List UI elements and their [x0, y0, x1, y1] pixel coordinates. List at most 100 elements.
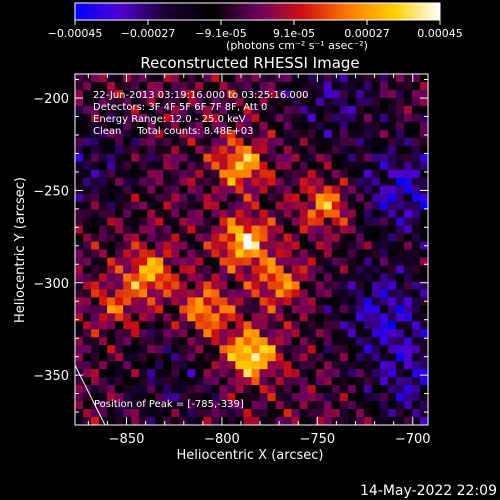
heatmap-cell [275, 89, 285, 99]
heatmap-cell [99, 345, 108, 354]
heatmap-cell [387, 137, 397, 147]
heatmap-cell [235, 353, 245, 362]
heatmap-cell [291, 377, 301, 386]
heatmap-cell [187, 393, 196, 402]
heatmap-cell [139, 201, 148, 211]
heatmap-cell [395, 329, 405, 338]
heatmap-cell [411, 177, 421, 187]
heatmap-cell [243, 209, 253, 219]
heatmap-cell [291, 353, 301, 362]
heatmap-cell [147, 249, 156, 259]
heatmap-cell [379, 145, 389, 155]
heatmap-cell [307, 97, 317, 107]
heatmap-cell [403, 137, 413, 147]
heatmap-cell [99, 353, 108, 362]
heatmap-cell [259, 153, 269, 163]
heatmap-cell [227, 233, 237, 243]
heatmap-cell [251, 161, 261, 171]
heatmap-cell [387, 313, 397, 322]
heatmap-cell [227, 105, 237, 115]
y-axis-label: Heliocentric Y (arcsec) [13, 177, 28, 323]
heatmap-cell [363, 337, 373, 346]
heatmap-cell [395, 409, 405, 418]
heatmap-cell [259, 113, 269, 123]
heatmap-cell [219, 361, 229, 370]
heatmap-cell [219, 329, 229, 338]
heatmap-cell [99, 97, 108, 107]
heatmap-cell [155, 81, 164, 91]
heatmap-cell [395, 417, 405, 425]
heatmap-cell [379, 241, 389, 251]
heatmap-cell [339, 393, 349, 402]
heatmap-cell [99, 321, 108, 330]
heatmap-cell [307, 385, 317, 394]
heatmap-cell [219, 161, 229, 171]
heatmap-cell [179, 97, 188, 107]
heatmap-cell [91, 169, 100, 179]
heatmap-cell [355, 417, 365, 425]
heatmap-cell [139, 113, 148, 123]
heatmap-cell [179, 385, 188, 394]
heatmap-cell [227, 249, 237, 259]
heatmap-cell [347, 385, 357, 394]
heatmap-cell [411, 265, 421, 275]
heatmap-cell [195, 177, 204, 187]
heatmap-cell [259, 257, 269, 267]
heatmap-cell [251, 137, 261, 147]
heatmap-cell [315, 273, 325, 283]
heatmap-cell [395, 169, 405, 179]
heatmap-cell [363, 201, 373, 211]
heatmap-cell [315, 209, 325, 219]
heatmap-cell [363, 329, 373, 338]
heatmap-cell [339, 321, 349, 330]
heatmap-cell [315, 185, 325, 195]
heatmap-cell [251, 241, 261, 251]
heatmap-cell [171, 329, 180, 338]
heatmap-cell [259, 265, 269, 275]
heatmap-cell [107, 417, 116, 425]
heatmap-cell [187, 401, 196, 410]
heatmap-cell [219, 257, 229, 267]
heatmap-cell [363, 257, 373, 267]
heatmap-cell [323, 329, 333, 338]
heatmap-cell [395, 201, 405, 211]
heatmap-cell [75, 257, 84, 267]
heatmap-cell [307, 281, 317, 290]
heatmap-cell [75, 337, 84, 346]
heatmap-cell [259, 185, 269, 195]
heatmap-cell [331, 353, 341, 362]
heatmap-cell [131, 121, 140, 131]
heatmap-cell [371, 297, 381, 306]
heatmap-cell [419, 137, 428, 147]
heatmap-cell [307, 305, 317, 314]
heatmap-cell [339, 361, 349, 370]
heatmap-cell [235, 409, 245, 418]
heatmap-cell [267, 361, 277, 370]
heatmap-cell [211, 153, 221, 163]
heatmap-cell [187, 177, 196, 187]
annotation-time-range: 22-Jun-2013 03:19:16.000 to 03:25:16.000 [93, 90, 309, 101]
heatmap-cell [179, 401, 188, 410]
heatmap-cell [155, 401, 164, 410]
heatmap-cell [267, 265, 277, 275]
heatmap-cell [107, 129, 116, 139]
heatmap-cell [99, 313, 108, 322]
heatmap-cell [339, 113, 349, 123]
heatmap-cell [379, 217, 389, 227]
heatmap-cell [235, 361, 245, 370]
heatmap-cell [91, 145, 100, 155]
heatmap-cell [155, 377, 164, 386]
heatmap-cell [91, 241, 100, 251]
heatmap-cell [419, 97, 428, 107]
heatmap-cell [187, 209, 196, 219]
heatmap-cell [155, 161, 164, 171]
heatmap-cell [339, 185, 349, 195]
heatmap-cell [163, 201, 172, 211]
heatmap-cell [387, 329, 397, 338]
heatmap-cell [163, 113, 172, 123]
heatmap-cell [107, 297, 116, 306]
heatmap-cell [83, 265, 92, 275]
heatmap-cell [283, 417, 293, 425]
heatmap-cell [411, 401, 421, 410]
heatmap-cell [99, 217, 108, 227]
